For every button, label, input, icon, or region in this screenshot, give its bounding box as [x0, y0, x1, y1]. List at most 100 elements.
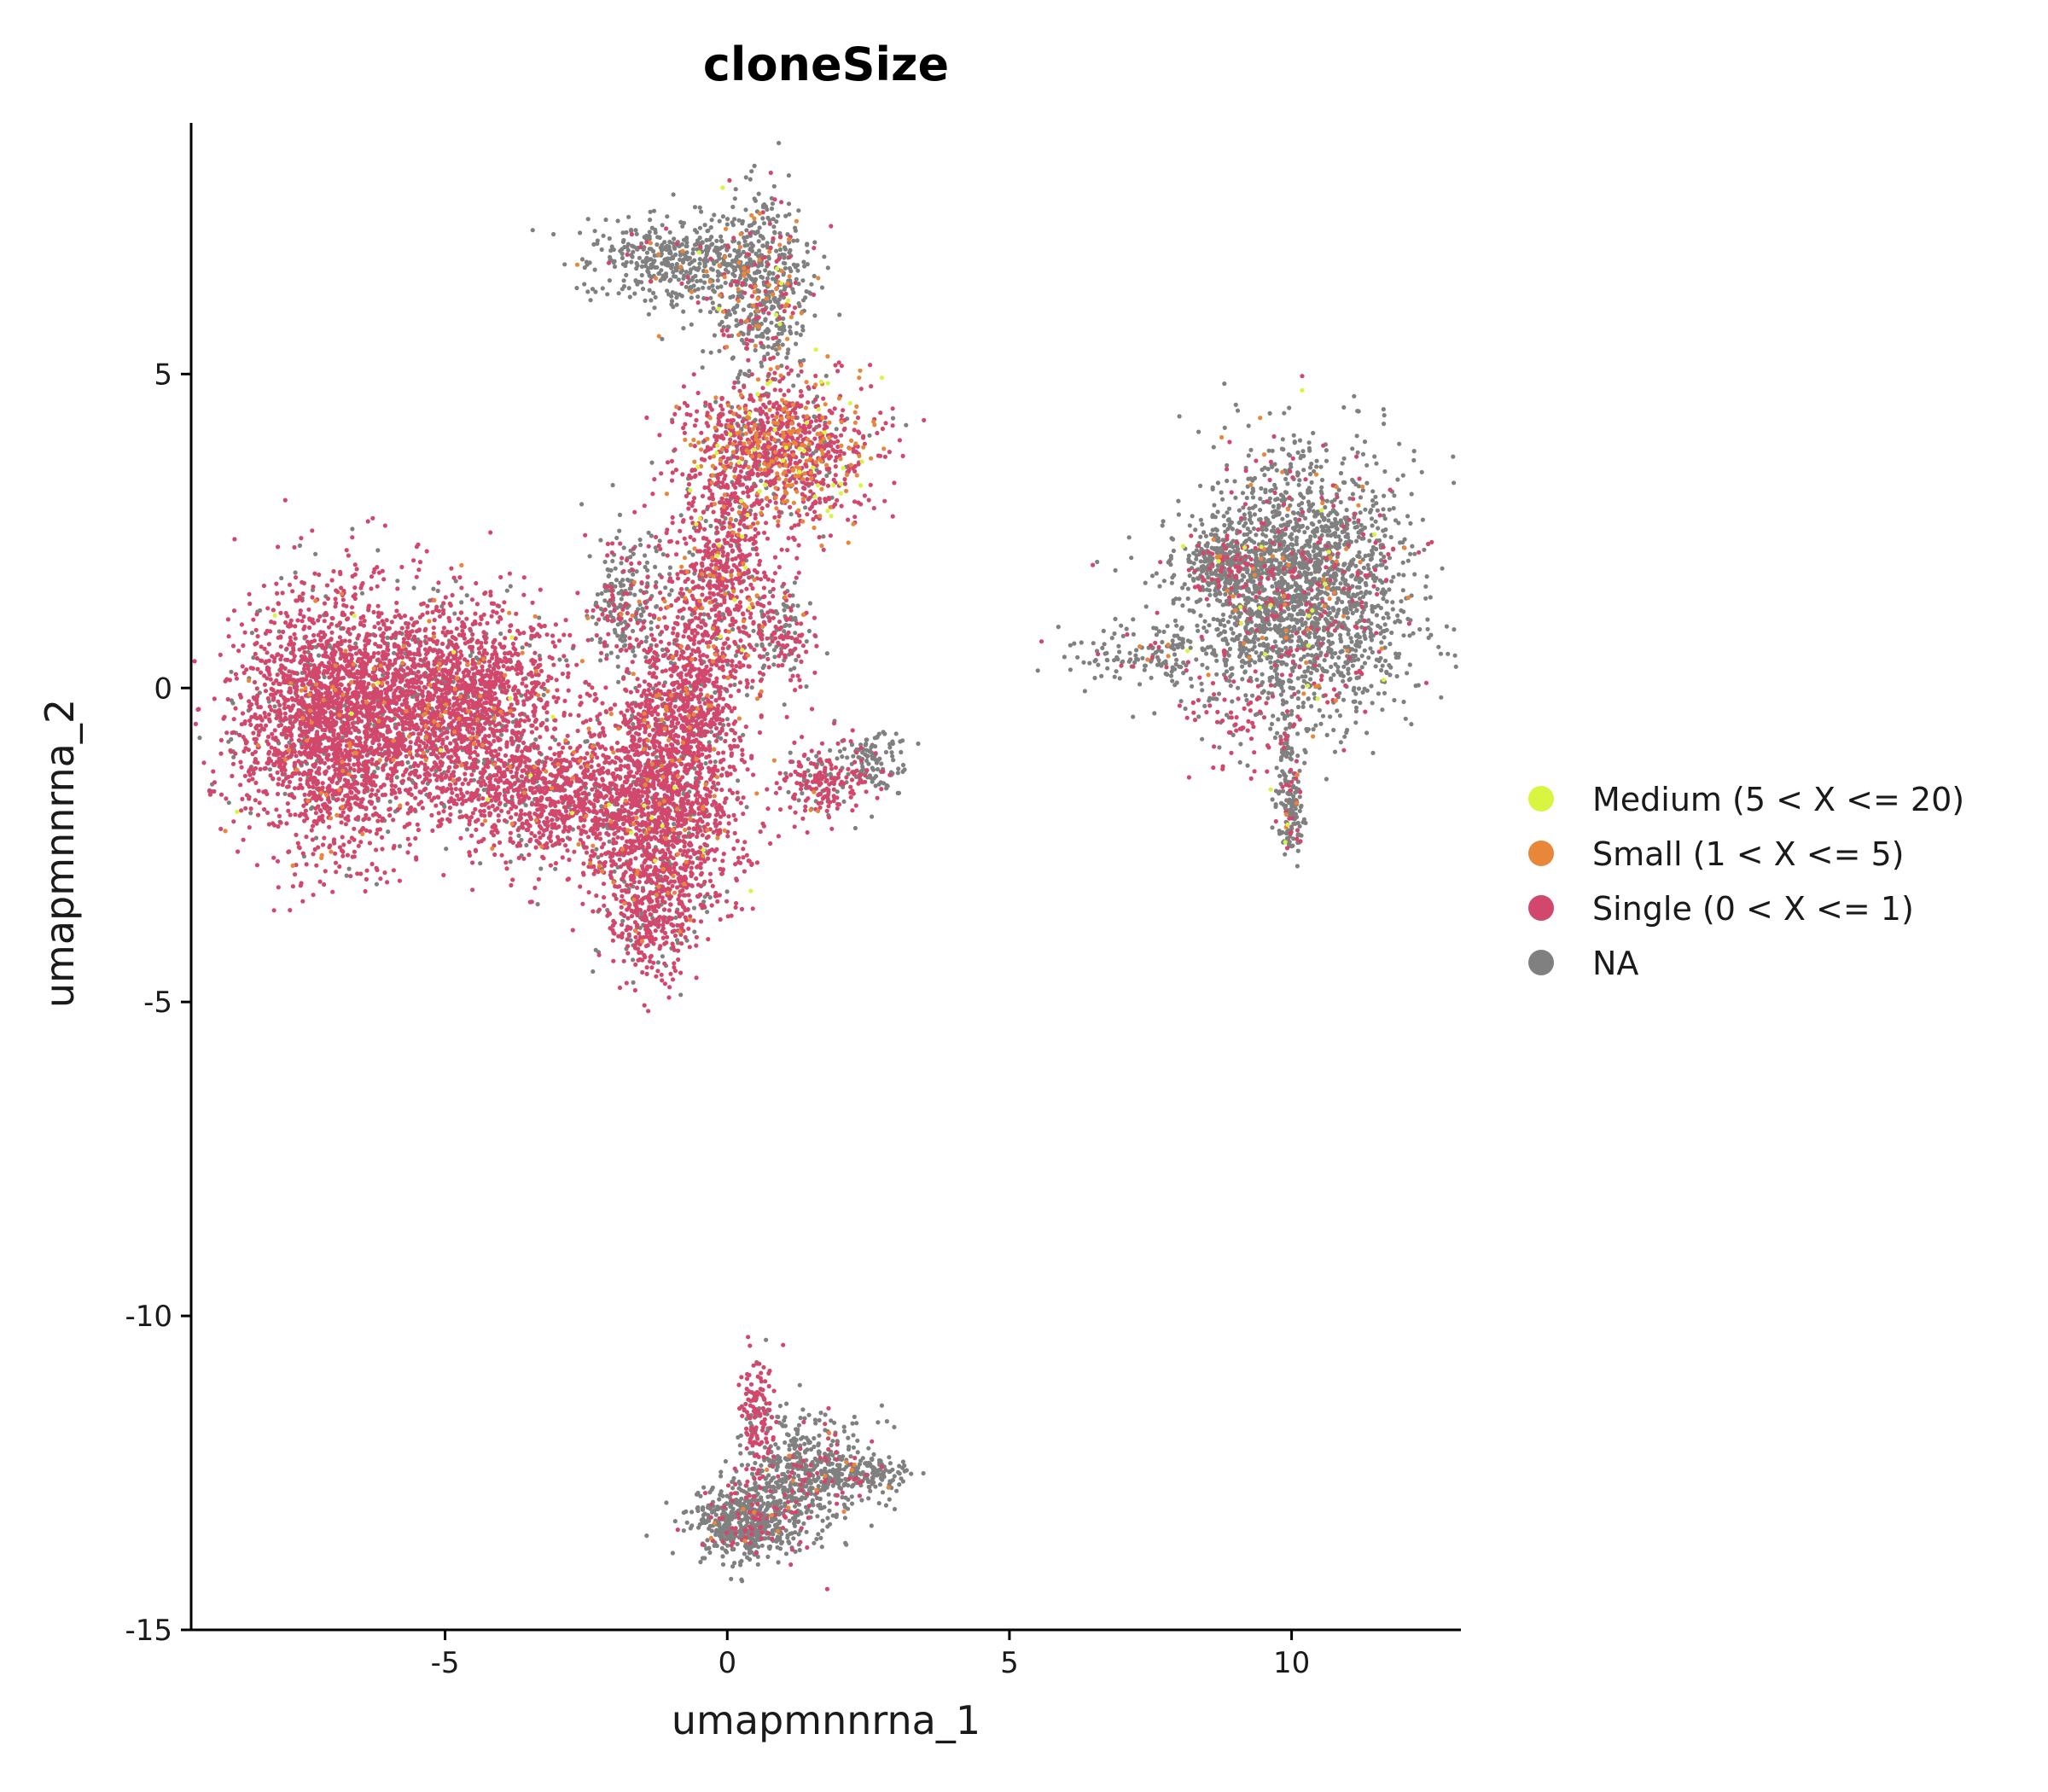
data-point [681, 276, 686, 281]
data-point [1183, 706, 1188, 712]
data-point [1284, 741, 1289, 746]
data-point [524, 842, 529, 848]
data-point [1276, 505, 1281, 510]
data-point [1295, 864, 1300, 869]
data-point [1272, 639, 1277, 644]
data-point [1279, 755, 1284, 760]
data-point [293, 570, 298, 575]
data-point [621, 278, 626, 283]
data-point [739, 337, 745, 343]
data-point [1317, 707, 1322, 713]
data-point [397, 844, 403, 849]
data-point [1332, 749, 1338, 754]
data-point [598, 538, 603, 543]
data-point [1285, 545, 1290, 550]
data-point [1306, 652, 1311, 657]
data-point [614, 578, 620, 583]
data-point [1255, 637, 1261, 642]
data-point [613, 566, 618, 571]
data-point [600, 286, 605, 291]
data-point [1188, 639, 1193, 644]
data-point [755, 1562, 760, 1567]
data-point [748, 177, 753, 182]
data-point [1352, 393, 1357, 399]
data-point [615, 218, 620, 224]
data-point [1260, 619, 1265, 624]
data-point [508, 859, 513, 864]
data-point [713, 399, 719, 404]
data-point [681, 326, 686, 331]
data-point [1321, 547, 1326, 552]
data-point [631, 722, 636, 727]
data-point [615, 664, 620, 669]
data-point [707, 285, 712, 290]
data-point [842, 747, 847, 752]
data-point [1220, 612, 1226, 617]
data-point [1245, 763, 1250, 768]
data-point [1128, 657, 1133, 662]
data-point [673, 915, 678, 920]
data-point [749, 223, 754, 228]
data-point [1392, 493, 1397, 498]
data-point [783, 213, 788, 218]
data-point [1369, 621, 1374, 626]
data-point [1378, 562, 1383, 567]
data-point [891, 758, 896, 763]
data-point [1375, 586, 1380, 592]
data-point [1281, 447, 1286, 452]
data-point [828, 748, 833, 753]
data-point [1360, 451, 1366, 457]
data-point [621, 283, 627, 289]
data-point [1208, 532, 1213, 538]
data-point [735, 254, 740, 259]
data-point [1342, 591, 1347, 596]
data-point [1119, 623, 1124, 628]
data-point [620, 918, 625, 923]
data-point [1282, 522, 1287, 527]
data-point [574, 285, 579, 291]
data-point [585, 289, 591, 294]
data-point [1232, 479, 1237, 484]
data-point [805, 241, 810, 247]
data-point [1244, 495, 1249, 501]
data-point [1382, 516, 1388, 521]
data-point [314, 835, 319, 841]
data-point [1244, 532, 1250, 537]
data-point [648, 218, 653, 223]
data-point [1319, 477, 1325, 483]
data-point [1191, 561, 1196, 566]
data-point [1218, 598, 1223, 604]
data-point [231, 754, 236, 759]
data-point [1149, 573, 1155, 579]
data-point [1330, 532, 1336, 537]
data-point [1112, 631, 1117, 637]
data-point [1198, 534, 1203, 539]
data-point [1333, 523, 1339, 529]
data-point [757, 248, 762, 253]
data-point [787, 250, 792, 255]
data-point [794, 276, 799, 282]
data-point [1214, 658, 1219, 663]
data-point [1289, 749, 1295, 754]
data-point [1283, 726, 1289, 731]
data-point [1312, 533, 1318, 538]
data-point [1240, 573, 1245, 578]
data-point [1341, 404, 1347, 410]
data-point [579, 502, 585, 507]
data-point [1382, 690, 1388, 695]
data-point [1168, 554, 1173, 559]
data-point [1212, 503, 1217, 508]
data-point [1280, 516, 1285, 521]
data-point [624, 259, 629, 265]
data-point [730, 259, 736, 264]
data-point [1329, 664, 1334, 670]
data-point [346, 866, 352, 871]
data-point [761, 663, 767, 668]
data-point [667, 239, 672, 245]
data-point [1205, 666, 1210, 671]
data-point [1302, 760, 1307, 765]
data-point [1408, 521, 1413, 527]
data-point [1425, 617, 1430, 622]
data-point [607, 573, 612, 579]
data-point [1155, 662, 1161, 667]
